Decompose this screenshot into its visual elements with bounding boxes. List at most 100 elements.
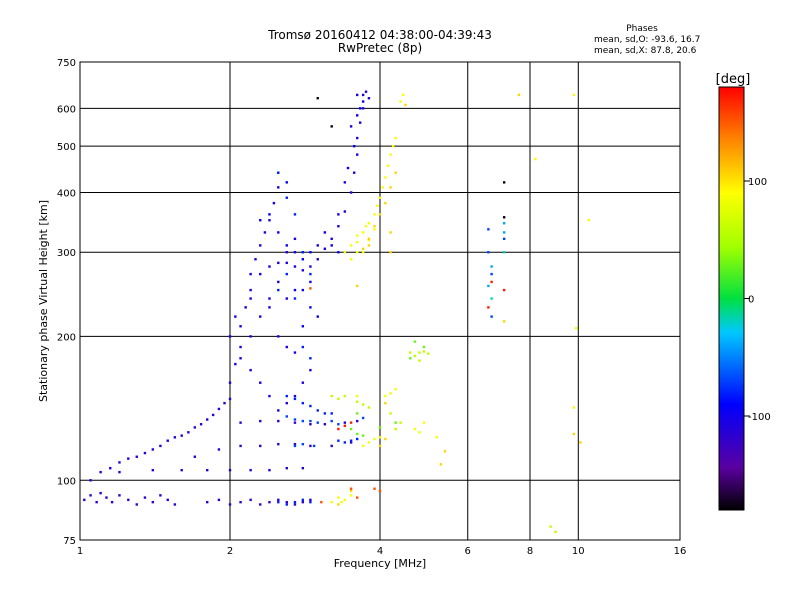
data-point	[151, 468, 155, 472]
data-point	[249, 272, 252, 276]
data-point	[316, 409, 319, 412]
data-point	[358, 121, 362, 124]
data-point	[355, 400, 359, 403]
data-point	[239, 325, 242, 328]
data-point	[389, 392, 392, 395]
data-point	[234, 362, 237, 366]
data-point	[285, 196, 288, 199]
data-point	[361, 107, 365, 110]
data-point	[355, 93, 359, 97]
data-point	[228, 503, 232, 506]
data-point	[490, 280, 493, 284]
data-point	[349, 191, 353, 194]
data-point	[89, 479, 92, 482]
data-point	[239, 500, 242, 504]
data-point	[389, 251, 392, 254]
data-point	[330, 244, 333, 247]
data-point	[343, 421, 347, 424]
data-point	[272, 201, 276, 205]
y-tick-label: 300	[57, 248, 76, 259]
data-point	[502, 251, 506, 254]
data-point	[572, 432, 576, 436]
data-point	[337, 496, 340, 499]
data-point	[413, 354, 417, 358]
data-point	[337, 439, 340, 442]
data-point	[381, 186, 384, 189]
data-point	[349, 487, 353, 490]
data-point	[249, 468, 252, 472]
data-point	[376, 204, 379, 208]
data-point	[301, 401, 305, 405]
x-tick-label: 8	[527, 546, 533, 557]
data-point	[320, 500, 323, 504]
data-point	[293, 394, 297, 398]
data-point	[373, 228, 376, 231]
data-point	[413, 427, 417, 431]
data-point	[502, 237, 506, 241]
data-point	[259, 381, 262, 384]
data-point	[309, 251, 312, 254]
data-point	[277, 409, 280, 412]
data-point	[151, 448, 155, 451]
x-tick-label: 2	[227, 546, 233, 557]
data-point	[228, 381, 232, 384]
data-point	[285, 466, 288, 470]
data-point	[301, 251, 305, 254]
data-point	[373, 213, 376, 216]
data-point	[378, 444, 382, 448]
data-point	[487, 306, 490, 309]
data-point	[99, 491, 102, 495]
data-point	[83, 498, 86, 502]
data-point	[293, 500, 297, 504]
data-point	[386, 164, 390, 167]
data-point	[135, 455, 138, 458]
data-point	[355, 234, 359, 237]
data-point	[268, 297, 271, 300]
data-point	[217, 407, 221, 411]
data-points	[83, 90, 591, 534]
data-point	[330, 444, 333, 448]
y-axis: 75 100 200 300 400 500 600 750	[57, 58, 76, 547]
data-point	[587, 219, 591, 222]
data-point	[309, 280, 312, 284]
data-point	[337, 225, 340, 228]
data-point	[234, 315, 237, 318]
data-point	[205, 468, 209, 472]
data-point	[316, 258, 319, 261]
data-point	[337, 251, 340, 254]
data-point	[301, 442, 305, 446]
data-point	[239, 444, 242, 448]
data-point	[217, 498, 221, 502]
data-point	[487, 251, 490, 254]
data-point	[349, 489, 353, 493]
data-point	[579, 441, 582, 444]
data-point	[349, 441, 353, 444]
data-point	[349, 258, 353, 261]
data-point	[293, 213, 297, 216]
chart-title: Tromsø 20160412 04:38:00-04:39:43	[267, 28, 492, 42]
data-point	[268, 468, 271, 472]
data-point	[330, 237, 333, 241]
data-point	[422, 345, 426, 349]
data-point	[277, 500, 280, 504]
data-point	[502, 320, 506, 323]
colorbar-tick-label: 100	[748, 177, 767, 188]
data-point	[422, 421, 426, 424]
data-point	[337, 213, 340, 216]
data-point	[361, 444, 365, 448]
data-point	[364, 90, 368, 93]
data-point	[502, 181, 506, 184]
data-point	[223, 401, 226, 405]
data-point	[517, 93, 521, 97]
data-point	[367, 244, 371, 247]
data-point	[118, 470, 121, 474]
data-point	[343, 498, 347, 502]
data-point	[343, 394, 347, 398]
data-point	[367, 237, 371, 241]
data-point	[293, 288, 297, 292]
y-tick-label: 100	[57, 476, 76, 487]
data-point	[337, 503, 340, 506]
data-point	[427, 352, 430, 355]
data-point	[490, 265, 493, 268]
data-point	[249, 335, 252, 338]
